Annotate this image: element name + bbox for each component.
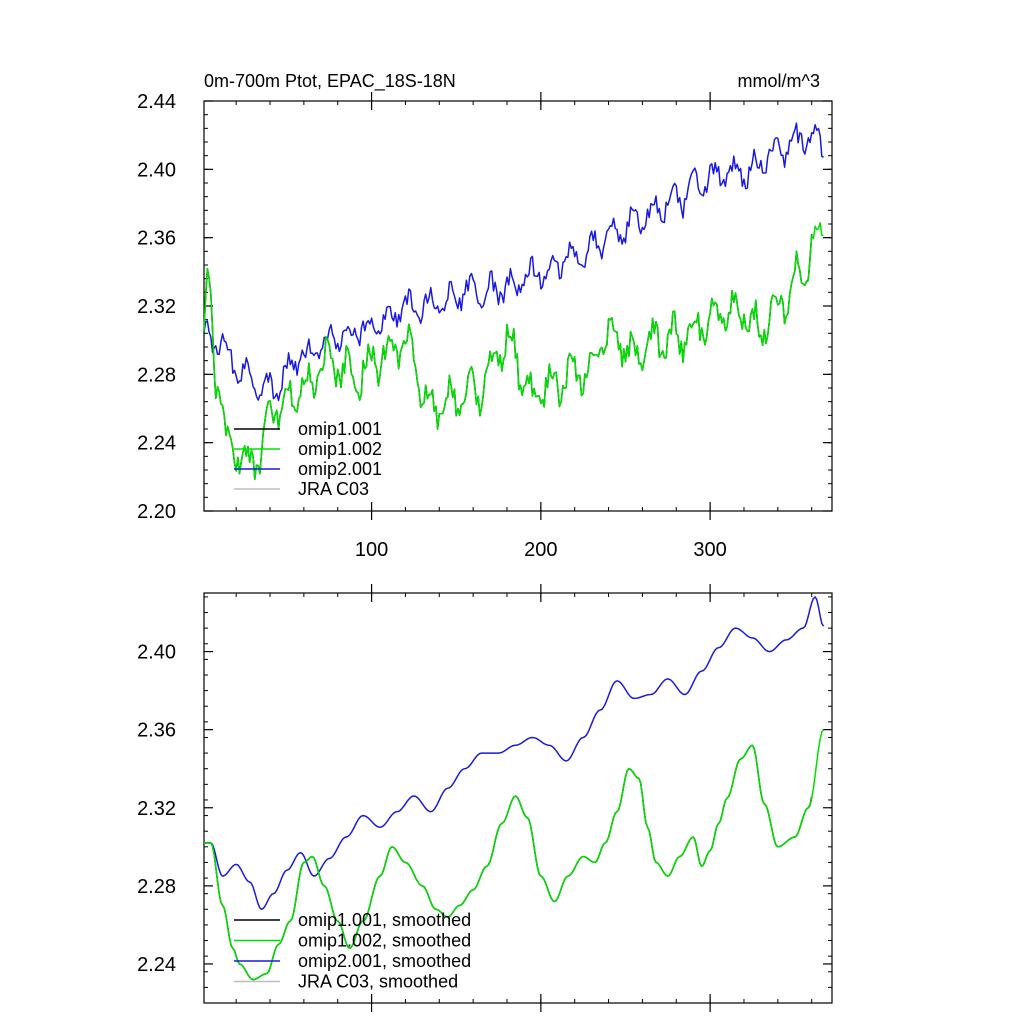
- y-tick-label: 2.20: [137, 501, 176, 523]
- x-tick-label: 100: [355, 539, 388, 561]
- units-label: mmol/m^3: [738, 71, 820, 91]
- x-axis: [235, 584, 813, 1012]
- plot-frame: [203, 592, 833, 1004]
- series-line-omip2-001: [203, 122, 824, 402]
- legend-label: omip2.001: [298, 459, 382, 479]
- panel-1: 0m-700m Ptot, EPAC_18S-18N mmol/m^3 2.20…: [137, 71, 833, 561]
- y-axis: 2.24 2.28 2.32 2.36 2.40: [137, 596, 832, 1004]
- legend-label: omip1.001: [298, 419, 382, 439]
- legend-label: omip1.001, smoothed: [298, 910, 471, 930]
- chart-title: 0m-700m Ptot, EPAC_18S-18N: [204, 71, 456, 92]
- legend-label: JRA C03, smoothed: [298, 972, 458, 992]
- y-tick-label: 2.36: [137, 228, 176, 250]
- y-tick-label: 2.36: [137, 720, 176, 742]
- x-tick-label: 200: [524, 539, 557, 561]
- y-tick-label: 2.32: [137, 798, 176, 820]
- x-tick-label: 300: [693, 539, 726, 561]
- y-tick-label: 2.24: [137, 954, 176, 976]
- y-tick-label: 2.44: [137, 91, 176, 113]
- legend-label: omip2.001, smoothed: [298, 951, 471, 971]
- legend-label: JRA C03: [298, 479, 369, 499]
- series-group: [203, 122, 824, 480]
- x-axis: 100 200 300: [235, 92, 813, 561]
- y-tick-label: 2.40: [137, 642, 176, 664]
- y-axis: 2.20 2.24 2.28 2.32 2.36 2.40 2.44: [137, 91, 832, 523]
- series-line-omip2-001-smoothed: [204, 596, 825, 911]
- series-group: [204, 596, 825, 981]
- series-line-omip1-002: [203, 221, 824, 480]
- legend-label: omip1.002, smoothed: [298, 931, 471, 951]
- y-tick-label: 2.40: [137, 159, 176, 181]
- y-tick-label: 2.24: [137, 433, 176, 455]
- y-tick-label: 2.28: [137, 364, 176, 386]
- panel-2: 2.24 2.28 2.32 2.36 2.40 omip1.001, smoothed…: [137, 584, 833, 1012]
- legend-label: omip1.002: [298, 439, 382, 459]
- series-line-omip1-002-smoothed: [204, 729, 825, 981]
- y-tick-label: 2.28: [137, 876, 176, 898]
- series-line-omip1-001-smoothed: [204, 744, 813, 981]
- y-tick-label: 2.32: [137, 296, 176, 318]
- series-line-omip1-001: [203, 234, 813, 480]
